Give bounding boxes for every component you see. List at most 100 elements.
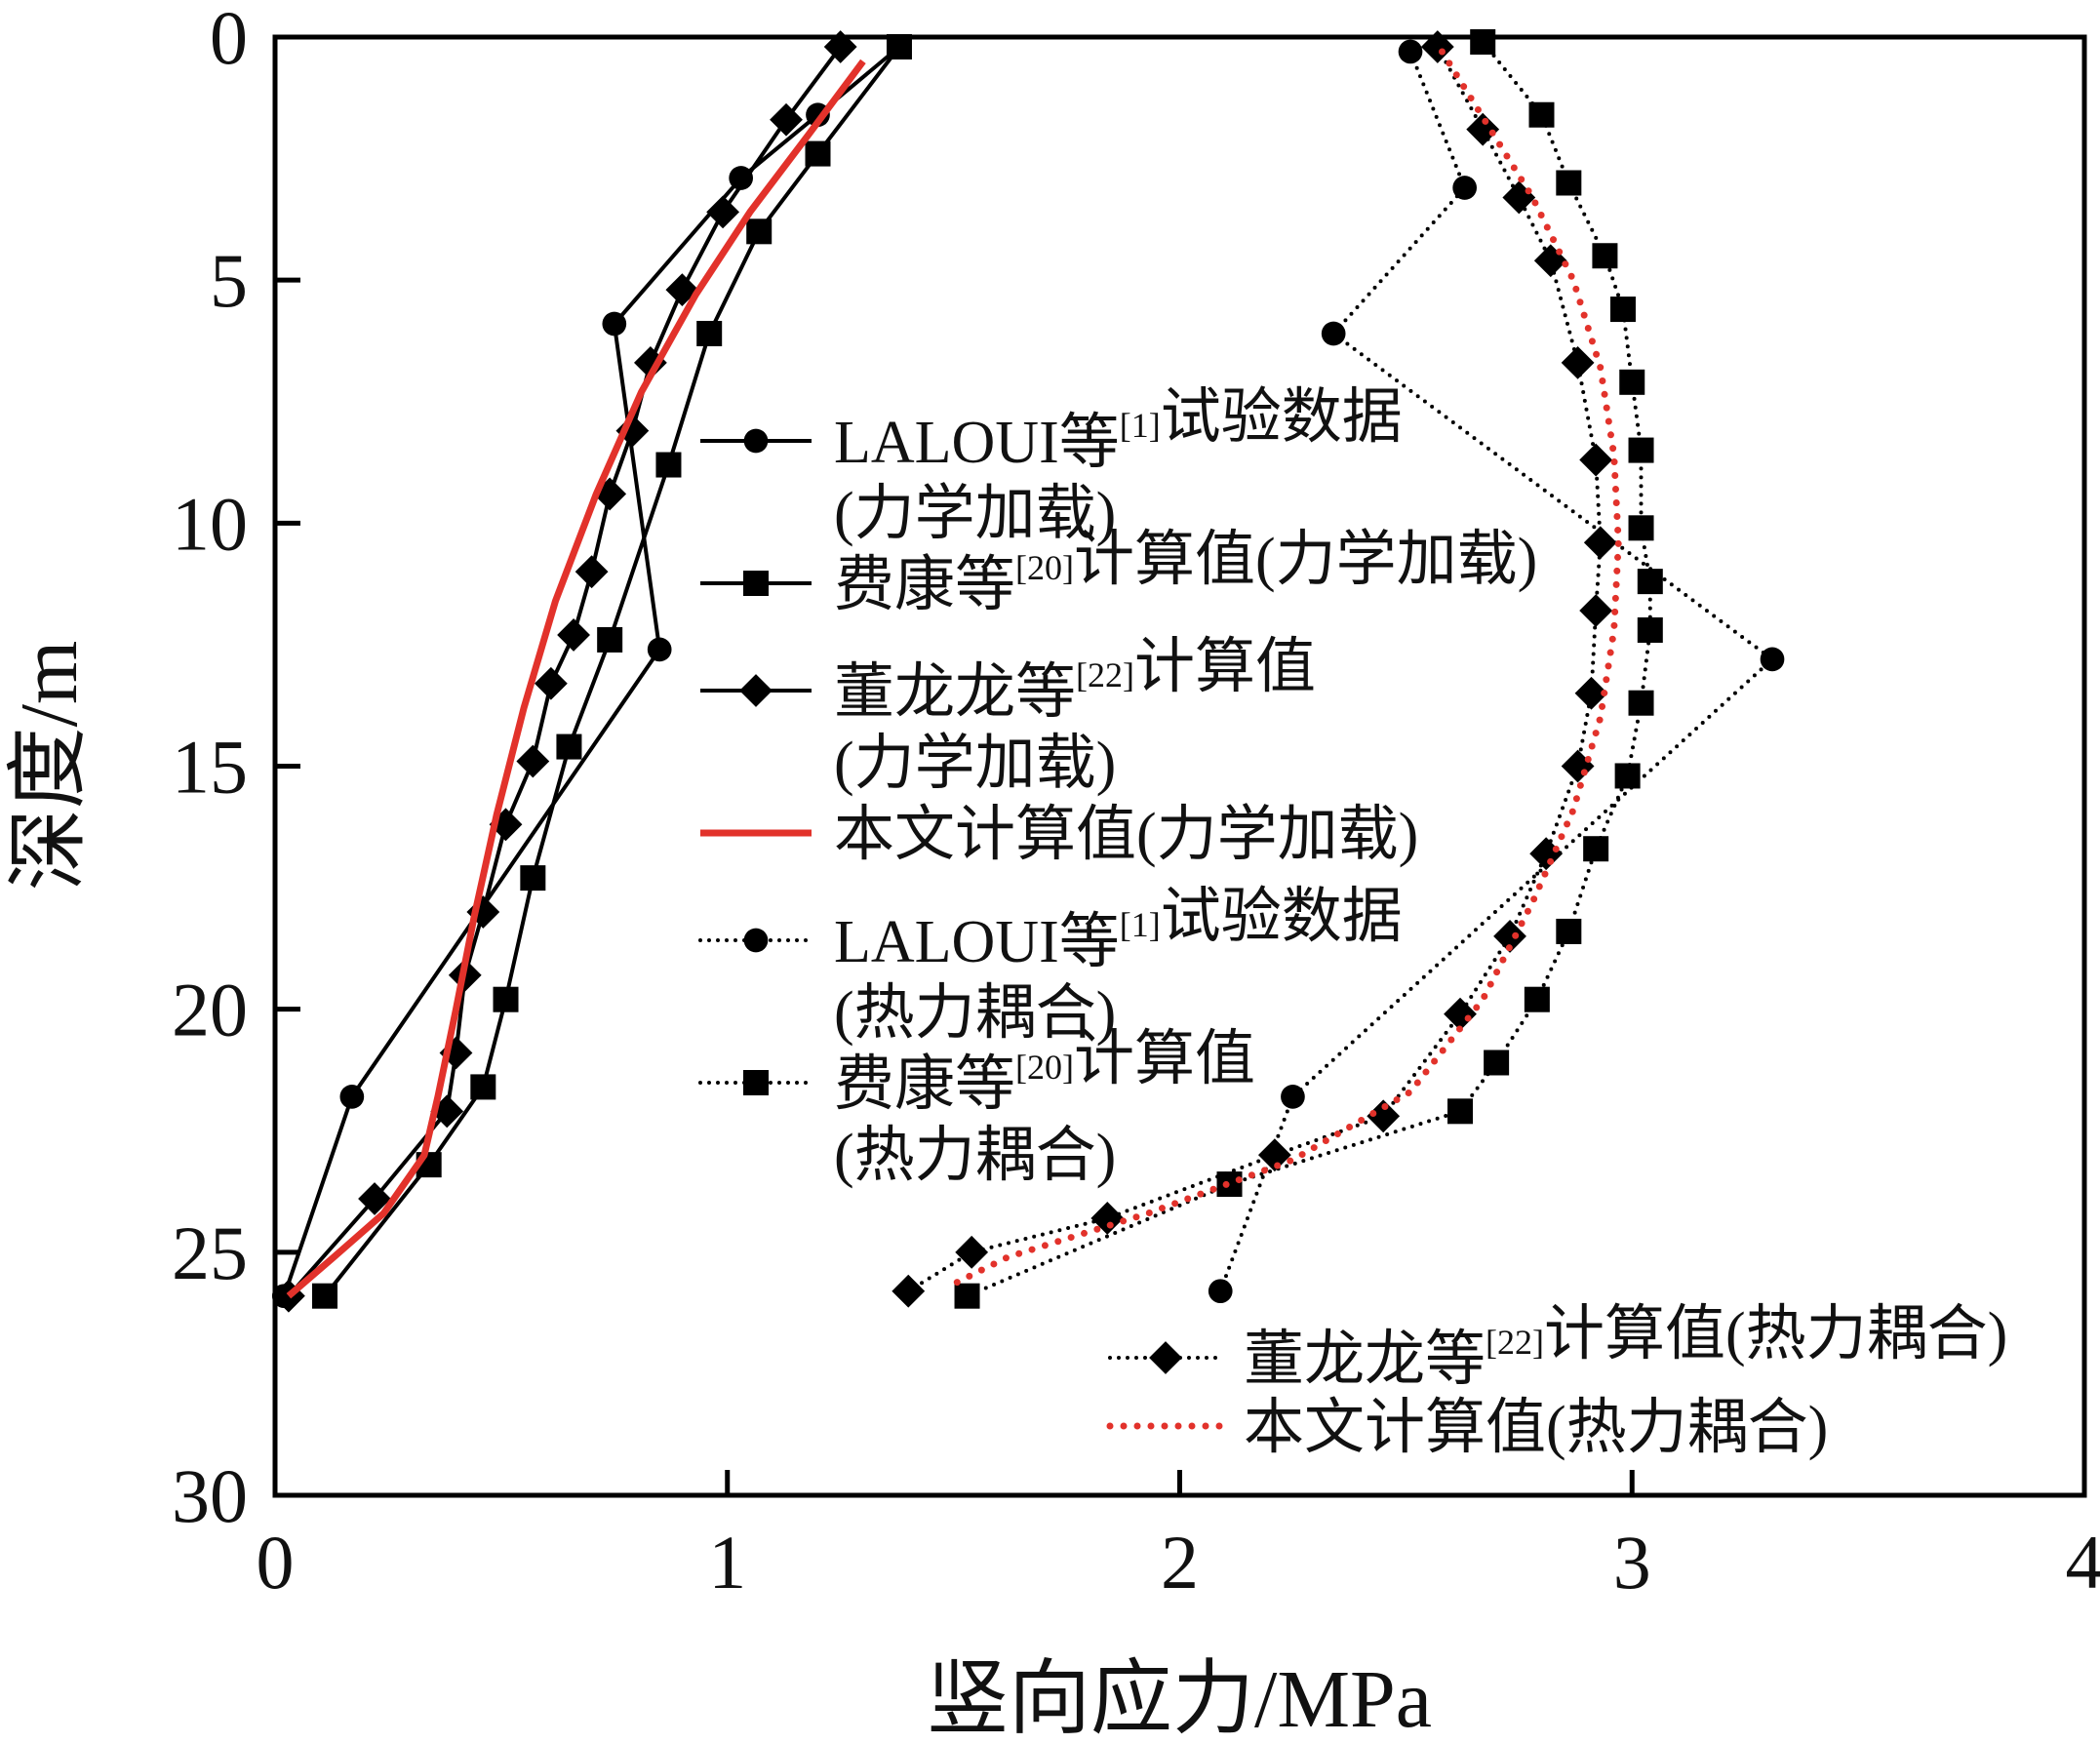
square-marker [1619, 369, 1645, 395]
diamond-marker [534, 666, 568, 700]
legend-ref-superscript: [20] [1015, 1048, 1074, 1087]
diamond-marker [1493, 920, 1526, 953]
legend-label: 本文计算值(力学加载) [834, 802, 1418, 868]
x-tick-label: 4 [2066, 1520, 2100, 1605]
legend-label: 费康等[20]计算值 [834, 1026, 1255, 1118]
diamond-marker [1502, 180, 1536, 215]
square-marker [1447, 1098, 1474, 1125]
diamond-marker [739, 674, 773, 707]
legend-label-part: 董龙龙等 [1244, 1327, 1486, 1393]
legend-label: (力学加载) [834, 731, 1116, 797]
legend-entry-5: 费康等[20]计算值(热力耦合) [698, 1026, 1255, 1189]
series-line [323, 45, 901, 1297]
diamond-marker [1367, 1099, 1401, 1133]
legend-label-part: (热力耦合) [834, 980, 1116, 1047]
legend-ref-superscript: [22] [1486, 1323, 1544, 1362]
diamond-marker [1257, 1138, 1291, 1172]
legend-entry-1: 费康等[20]计算值(力学加载) [700, 527, 1537, 618]
square-marker [954, 1283, 980, 1309]
circle-marker [1208, 1279, 1233, 1304]
circle-marker [1452, 176, 1478, 200]
legend-ref-superscript: [1] [1120, 406, 1161, 445]
legend-label-part: (热力耦合) [834, 1123, 1116, 1189]
square-marker [493, 986, 519, 1012]
legend-label-part: 本文计算值(力学加载) [834, 802, 1418, 868]
diamond-marker [1533, 244, 1567, 278]
legend-label-part: 试验数据 [1161, 384, 1403, 451]
legend-entry-2: 董龙龙等[22]计算值 (力学加载) [700, 634, 1316, 797]
y-tick-label: 15 [172, 725, 248, 810]
legend-label-part: 计算值 [1134, 634, 1316, 700]
circle-marker [647, 637, 672, 662]
square-marker [1628, 515, 1654, 541]
circle-marker [1760, 647, 1785, 672]
y-tick-label: 20 [172, 968, 248, 1052]
series-6 [892, 30, 1617, 1308]
legend-label: LALOUI等[1]试验数据 [834, 884, 1403, 975]
square-marker [1583, 836, 1609, 862]
legend-label-part: 计算值(力学加载) [1074, 527, 1537, 593]
legend-ref-superscript: [1] [1120, 905, 1161, 944]
square-marker [743, 571, 769, 596]
diamond-marker [557, 618, 590, 652]
square-marker [746, 218, 773, 245]
legend-label: 本文计算值(热力耦合) [1244, 1395, 1828, 1461]
series-1 [312, 33, 912, 1309]
series-line [282, 45, 901, 1297]
diamond-marker [1444, 997, 1477, 1031]
square-marker [556, 733, 582, 760]
legend-label-part: 董龙龙等 [834, 659, 1076, 726]
diamond-marker [706, 195, 740, 229]
diamond-marker [1090, 1202, 1125, 1235]
square-marker [1609, 297, 1636, 323]
square-marker [1637, 569, 1663, 595]
square-marker [1556, 918, 1582, 944]
legend-label-part: LALOUI等 [834, 909, 1120, 975]
diamond-marker [1466, 112, 1500, 146]
diamond-marker [1561, 345, 1595, 379]
square-marker [1628, 690, 1654, 716]
square-marker [1528, 101, 1555, 128]
legend-label-part: 本文计算值(热力耦合) [1244, 1395, 1828, 1461]
square-marker [805, 140, 831, 167]
diamond-marker [823, 30, 857, 63]
legend-label: LALOUI等[1]试验数据 [834, 384, 1403, 476]
legend-label-part: (力学加载) [834, 481, 1116, 547]
square-marker [520, 865, 546, 892]
x-tick-label: 2 [1161, 1520, 1199, 1605]
series-line [945, 48, 1622, 1290]
circle-marker [602, 311, 627, 337]
diamond-marker [770, 102, 803, 137]
legend-ref-superscript: [20] [1015, 548, 1074, 587]
legend-label: (热力耦合) [834, 1123, 1116, 1189]
square-marker [1592, 243, 1618, 269]
x-tick-label: 1 [708, 1520, 746, 1605]
legend-label-part: 费康等 [834, 552, 1015, 618]
x-tick-label: 0 [257, 1520, 295, 1605]
circle-marker [1398, 39, 1423, 64]
legend-entry-6: 董龙龙等[22]计算值(热力耦合) [1108, 1301, 2007, 1393]
diamond-marker [358, 1182, 391, 1215]
square-marker [696, 320, 723, 346]
series-line [1218, 50, 1774, 1293]
square-marker [1637, 616, 1663, 643]
series-5 [954, 28, 1663, 1309]
square-marker [743, 1070, 769, 1095]
square-marker [597, 626, 623, 653]
diamond-marker [1583, 526, 1617, 560]
legend-entry-4: LALOUI等[1]试验数据(热力耦合) [698, 884, 1403, 1047]
legend-label-part: (力学加载) [834, 731, 1116, 797]
y-axis-title: 深度/m [4, 641, 95, 892]
circle-marker [1281, 1085, 1305, 1109]
square-marker [1556, 170, 1582, 196]
legend-ref-superscript: [22] [1076, 655, 1134, 694]
square-marker [1614, 763, 1641, 789]
legend-entry-0: LALOUI等[1]试验数据(力学加载) [700, 384, 1403, 547]
diamond-marker [516, 744, 550, 778]
circle-marker [729, 166, 754, 190]
circle-marker [1321, 321, 1346, 346]
square-marker [470, 1074, 496, 1100]
diamond-marker [1579, 443, 1613, 477]
diamond-marker [1149, 1341, 1182, 1374]
